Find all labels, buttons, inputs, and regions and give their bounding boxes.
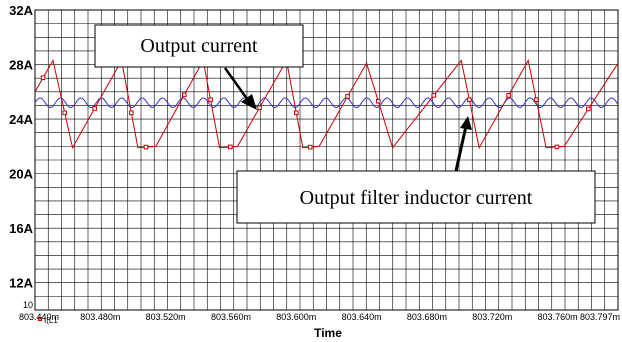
x-tick-label: 803.640m [342,312,382,322]
callout-box-inductor-current [236,170,596,224]
x-axis-label: Time [314,326,342,340]
data-point-marker [228,144,233,150]
data-point-marker [40,75,46,81]
x-tick-label: 803.720m [472,312,512,322]
callout-text-output-current: Output current [140,35,258,57]
y-tick-label: 10 [23,300,33,310]
data-point-marker [554,144,560,150]
data-point-marker [143,144,149,150]
annotation-inductor-current: Output filter inductor current [236,116,596,224]
data-point-marker [467,97,472,103]
data-point-marker [293,110,299,116]
data-point-marker [62,110,68,116]
series-line-inductor-current [34,58,619,150]
arrowhead-output-current [241,94,257,110]
legend-label: I(L1 [44,316,58,325]
legend: I(L1 [38,316,58,325]
data-point-marker [129,110,134,116]
x-tick-label: 803.797m [580,312,620,322]
callout-text-inductor-current: Output filter inductor current [300,187,533,209]
data-point-marker [586,106,591,112]
data-point-marker [533,97,539,103]
annotation-output-current: Output current [94,24,304,110]
data-point-marker [92,106,97,111]
x-tick-label: 803.480m [80,312,120,322]
arrowhead-inductor-current [460,116,472,130]
y-tick-label: 20A [9,167,33,182]
x-tick-label: 803.600m [276,312,316,322]
x-tick-label: 803.760m [538,312,578,322]
data-point-marker [506,93,511,98]
plot-frame [34,9,619,311]
legend-marker [38,317,42,321]
data-point-marker [208,97,213,103]
data-point-marker [345,94,350,99]
data-point-marker [431,93,437,98]
y-tick-label: 16A [9,221,33,236]
x-tick-label: 803.560m [211,312,251,322]
series-line-output-current [34,97,619,109]
data-point-marker [307,144,313,150]
callout-arrow-inductor-current [454,125,468,172]
y-tick-label: 28A [9,58,33,73]
y-tick-label: 24A [9,112,33,127]
data-point-marker [375,98,381,104]
x-tick-label: 803.680m [407,312,447,322]
callout-box-output-current [94,24,304,68]
y-tick-label: 32A [9,3,33,18]
callout-arrow-output-current [223,67,252,104]
series-layer [34,58,619,150]
data-point-marker [257,105,262,111]
x-tick-label: 803.520m [146,312,186,322]
y-tick-label: 12A [9,276,33,291]
data-point-marker [181,92,187,98]
